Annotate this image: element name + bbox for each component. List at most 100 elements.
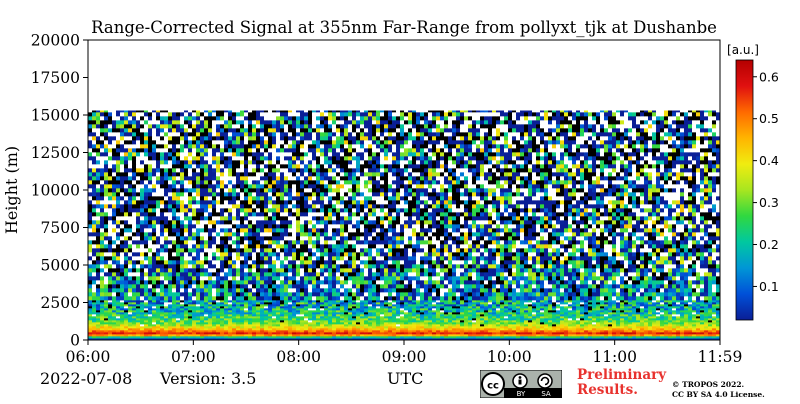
heatmap-cell [520, 260, 525, 265]
heatmap-cell [448, 310, 453, 313]
heatmap-cell [436, 320, 441, 323]
heatmap-cell [668, 314, 673, 317]
heatmap-cell [188, 308, 193, 311]
heatmap-cell [504, 292, 509, 297]
heatmap-cell [304, 308, 309, 311]
heatmap-cell [140, 268, 145, 273]
heatmap-cell [116, 272, 121, 277]
heatmap-cell [444, 336, 449, 339]
heatmap-cell [492, 256, 497, 261]
heatmap-cell [132, 256, 137, 261]
heatmap-cell [696, 310, 701, 313]
heatmap-cell [228, 284, 233, 289]
heatmap-cell [356, 306, 361, 309]
heatmap-cell [236, 264, 241, 269]
heatmap-cell [616, 296, 621, 301]
heatmap-cell [452, 314, 457, 317]
heatmap-cell [400, 300, 405, 303]
heatmap-cell [172, 308, 177, 311]
heatmap-cell [324, 318, 329, 321]
heatmap-cell [372, 300, 377, 303]
heatmap-cell [384, 330, 389, 333]
heatmap-cell [712, 338, 717, 341]
heatmap-cell [700, 328, 705, 331]
heatmap-cell [344, 316, 349, 319]
heatmap-cell [188, 330, 193, 333]
heatmap-cell [184, 264, 189, 269]
heatmap-cell [160, 252, 165, 257]
heatmap-cell [228, 260, 233, 265]
heatmap-cell [232, 280, 237, 285]
heatmap-cell [96, 284, 101, 289]
heatmap-cell [504, 316, 509, 319]
heatmap-cell [296, 326, 301, 329]
heatmap-cell [656, 280, 661, 285]
heatmap-cell [600, 324, 605, 327]
heatmap-cell [136, 296, 141, 301]
heatmap-cell [436, 272, 441, 277]
heatmap-cell [336, 330, 341, 333]
heatmap-cell [492, 330, 497, 333]
heatmap-cell [572, 332, 577, 335]
heatmap-cell [552, 330, 557, 333]
heatmap-cell [588, 288, 593, 293]
heatmap-cell [628, 324, 633, 327]
heatmap-cell [652, 284, 657, 289]
heatmap-cell [284, 308, 289, 311]
heatmap-cell [104, 334, 109, 337]
heatmap-cell [608, 300, 613, 303]
heatmap-cell [420, 320, 425, 323]
heatmap-cell [416, 332, 421, 335]
heatmap-cell [444, 306, 449, 309]
heatmap-cell [392, 260, 397, 265]
heatmap-cell [468, 334, 473, 337]
heatmap-cell [224, 264, 229, 269]
heatmap-cell [232, 316, 237, 319]
heatmap-cell [100, 328, 105, 331]
heatmap-cell [680, 332, 685, 335]
heatmap-cell [700, 268, 705, 273]
heatmap-cell [240, 338, 245, 341]
heatmap-cell [676, 310, 681, 313]
heatmap-cell [336, 304, 341, 307]
heatmap-cell [460, 292, 465, 297]
heatmap-cell [324, 300, 329, 303]
heatmap-cell [96, 300, 101, 303]
heatmap-cell [136, 336, 141, 339]
heatmap-cell [252, 336, 257, 339]
heatmap-cell [316, 280, 321, 285]
heatmap-cell [392, 338, 397, 341]
heatmap-cell [368, 314, 373, 317]
heatmap-cell [280, 264, 285, 269]
heatmap-cell [252, 252, 257, 257]
heatmap-cell [156, 314, 161, 317]
heatmap-cell [324, 334, 329, 337]
heatmap-cell [244, 318, 249, 321]
heatmap-cell [384, 322, 389, 325]
heatmap-cell [596, 308, 601, 311]
heatmap-cell [500, 332, 505, 335]
heatmap-cell [328, 316, 333, 319]
heatmap-cell [400, 328, 405, 331]
heatmap-cell [608, 326, 613, 329]
heatmap-cell [120, 306, 125, 309]
heatmap-cell [704, 334, 709, 337]
heatmap-cell [496, 276, 501, 281]
heatmap-cell [676, 284, 681, 289]
heatmap-cell [224, 260, 229, 265]
heatmap-cell [516, 296, 521, 301]
heatmap-cell [232, 306, 237, 309]
heatmap-cell [496, 308, 501, 311]
heatmap-cell [176, 316, 181, 319]
heatmap-cell [712, 306, 717, 309]
heatmap-cell [224, 320, 229, 323]
heatmap-cell [668, 308, 673, 311]
heatmap-cell [160, 264, 165, 269]
heatmap-cell [444, 330, 449, 333]
heatmap-cell [284, 272, 289, 277]
heatmap-cell [584, 264, 589, 269]
heatmap-cell [408, 252, 413, 257]
heatmap-cell [668, 276, 673, 281]
heatmap-cell [640, 322, 645, 325]
heatmap-cell [452, 276, 457, 281]
